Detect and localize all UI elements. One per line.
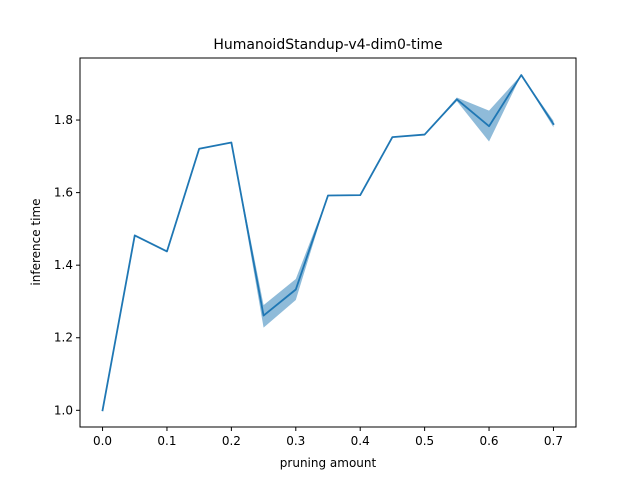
y-tick-label: 1.8 <box>54 113 73 127</box>
y-tick-label: 1.6 <box>54 186 73 200</box>
chart-title: HumanoidStandup-v4-dim0-time <box>213 37 442 53</box>
y-tick-label: 1.2 <box>54 331 73 345</box>
y-tick-label: 1.4 <box>54 258 73 272</box>
axes-frame <box>79 57 577 428</box>
x-axis-ticks: 0.0 0.1 0.2 0.3 0.4 0.5 0.6 0.7 <box>93 427 563 448</box>
series-line <box>101 74 555 412</box>
x-tick-label: 0.5 <box>415 434 434 448</box>
x-tick-label: 0.0 <box>93 434 112 448</box>
y-axis-ticks: 1.0 1.2 1.4 1.6 1.8 <box>54 113 80 417</box>
x-tick-label: 0.4 <box>351 434 370 448</box>
x-tick-label: 0.2 <box>222 434 241 448</box>
y-axis-label: inference time <box>29 198 43 285</box>
y-tick-label: 1.0 <box>54 403 73 417</box>
x-tick-label: 0.1 <box>157 434 176 448</box>
x-tick-label: 0.6 <box>479 434 498 448</box>
series-line-layer <box>101 74 555 412</box>
x-tick-label: 0.7 <box>544 434 563 448</box>
x-tick-label: 0.3 <box>286 434 305 448</box>
x-axis-label: pruning amount <box>280 456 377 470</box>
